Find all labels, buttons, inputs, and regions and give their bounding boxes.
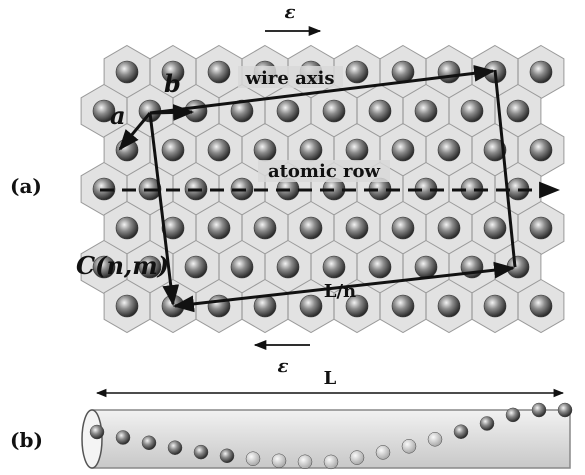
- atom: [530, 139, 552, 161]
- wire-atom: [480, 417, 494, 431]
- atom: [185, 256, 207, 278]
- atom: [438, 295, 460, 317]
- wire-end: [82, 410, 102, 468]
- length-label: L: [324, 368, 337, 389]
- wire-atom: [194, 445, 208, 459]
- wire-atom: [324, 455, 338, 469]
- wire-atom: [168, 441, 182, 455]
- nanowire: [82, 403, 572, 469]
- atom: [346, 139, 368, 161]
- atom: [208, 295, 230, 317]
- atom: [300, 217, 322, 239]
- wire-atom: [558, 403, 572, 417]
- atom: [530, 295, 552, 317]
- atom: [162, 139, 184, 161]
- a-label: a: [110, 101, 126, 130]
- atom: [484, 295, 506, 317]
- atom: [116, 295, 138, 317]
- atom: [254, 295, 276, 317]
- wire-atom: [298, 455, 312, 469]
- atom: [484, 217, 506, 239]
- epsilon-top: ε: [285, 2, 296, 23]
- atom: [231, 256, 253, 278]
- atom: [116, 61, 138, 83]
- atom: [438, 61, 460, 83]
- atom: [530, 61, 552, 83]
- atom: [392, 295, 414, 317]
- wire-axis-label: wire axis: [245, 68, 335, 89]
- atom: [346, 217, 368, 239]
- atom: [323, 100, 345, 122]
- atom: [392, 217, 414, 239]
- atom: [300, 139, 322, 161]
- wire-atom: [376, 445, 390, 459]
- atom: [208, 61, 230, 83]
- atomic-row-label: atomic row: [268, 161, 381, 182]
- chiral-label: C(n,m): [76, 251, 169, 280]
- atom: [415, 100, 437, 122]
- wire-atom: [220, 449, 234, 463]
- atom: [277, 256, 299, 278]
- b-vector: [150, 112, 192, 113]
- atom: [461, 100, 483, 122]
- panel-b-label: (b): [10, 428, 43, 452]
- wire-atom: [272, 454, 286, 468]
- atom: [369, 256, 391, 278]
- period-label: L/n: [324, 281, 356, 302]
- wire-atom: [350, 451, 364, 465]
- wire-atom: [402, 439, 416, 453]
- atom: [346, 61, 368, 83]
- atom: [116, 217, 138, 239]
- wire-atom: [142, 436, 156, 450]
- atom: [277, 100, 299, 122]
- b-label: b: [164, 69, 181, 98]
- wire-atom: [532, 403, 546, 417]
- atom: [438, 139, 460, 161]
- atom: [415, 256, 437, 278]
- atom: [208, 217, 230, 239]
- wire-atom: [246, 452, 260, 466]
- atom: [300, 295, 322, 317]
- epsilon-bottom: ε: [278, 356, 289, 377]
- atom: [369, 100, 391, 122]
- wire-atom: [116, 431, 130, 445]
- atom: [254, 139, 276, 161]
- figure: ε ε wire axis atomic row a b C(n,m) L/n …: [0, 0, 585, 475]
- atom: [323, 256, 345, 278]
- wire-atom: [454, 425, 468, 439]
- wire-atom: [428, 432, 442, 446]
- panel-a-label: (a): [10, 174, 42, 198]
- atom: [507, 100, 529, 122]
- atom: [254, 217, 276, 239]
- wire-atom: [90, 425, 104, 439]
- atom: [208, 139, 230, 161]
- atom: [392, 139, 414, 161]
- atom: [438, 217, 460, 239]
- atom: [530, 217, 552, 239]
- wire-atom: [506, 408, 520, 422]
